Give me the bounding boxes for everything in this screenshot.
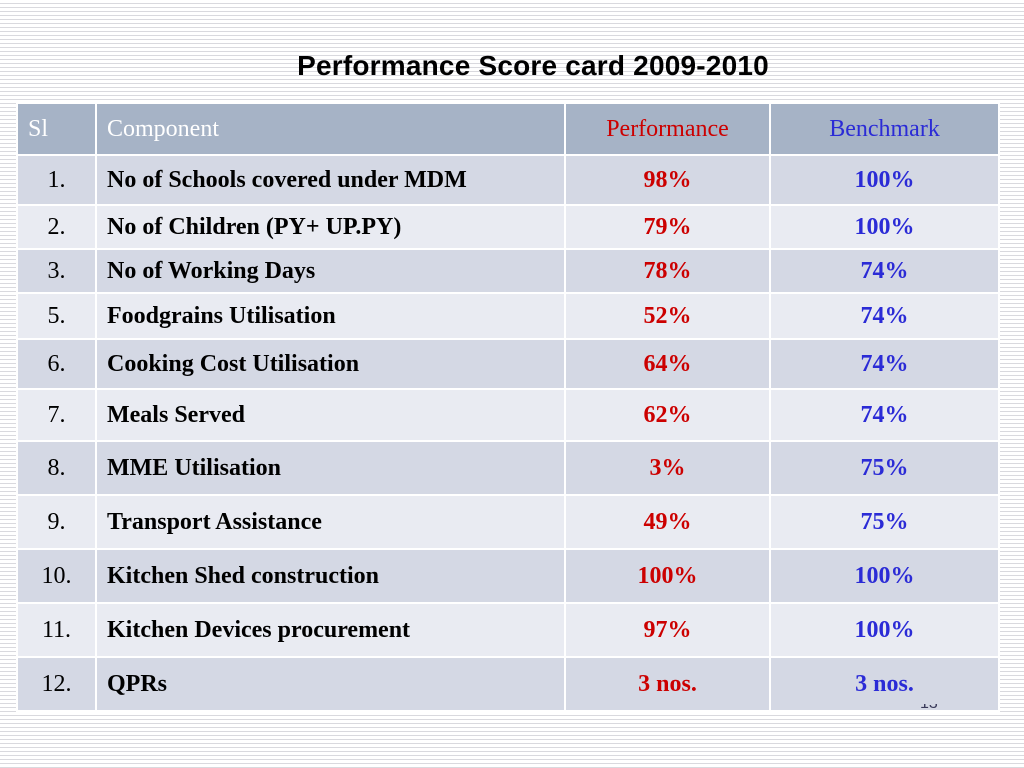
- row-performance: 79%: [564, 204, 771, 250]
- row-component: Foodgrains Utilisation: [95, 292, 566, 340]
- row-performance: 97%: [564, 602, 771, 658]
- table-row: 10. Kitchen Shed construction 100% 100%: [16, 548, 1000, 604]
- row-benchmark: 74%: [769, 338, 1000, 390]
- row-serial: 2.: [16, 204, 97, 250]
- row-benchmark: 100%: [769, 548, 1000, 604]
- row-component: No of Schools covered under MDM: [95, 154, 566, 206]
- row-component: MME Utilisation: [95, 440, 566, 496]
- row-serial: 12.: [16, 656, 97, 712]
- row-component: Kitchen Shed construction: [95, 548, 566, 604]
- row-benchmark: 100%: [769, 154, 1000, 206]
- table-row: 5. Foodgrains Utilisation 52% 74%: [16, 292, 1000, 340]
- row-performance: 52%: [564, 292, 771, 340]
- column-header-performance: Performance: [564, 102, 771, 156]
- row-performance: 49%: [564, 494, 771, 550]
- column-header-sl: Sl: [16, 102, 97, 156]
- row-benchmark: 75%: [769, 440, 1000, 496]
- row-component: Transport Assistance: [95, 494, 566, 550]
- table-row: 11. Kitchen Devices procurement 97% 100%: [16, 602, 1000, 658]
- slide-number: 13: [920, 704, 950, 720]
- row-serial: 5.: [16, 292, 97, 340]
- row-benchmark: 74%: [769, 248, 1000, 294]
- column-header-benchmark: Benchmark: [769, 102, 1000, 156]
- row-serial: 3.: [16, 248, 97, 294]
- row-performance: 62%: [564, 388, 771, 442]
- row-component: Cooking Cost Utilisation: [95, 338, 566, 390]
- row-serial: 1.: [16, 154, 97, 206]
- table-row: 8. MME Utilisation 3% 75%: [16, 440, 1000, 496]
- row-performance: 100%: [564, 548, 771, 604]
- table-header-row: Sl Component Performance Benchmark: [16, 102, 1000, 156]
- table-row: 12. QPRs 3 nos. 3 nos.: [16, 656, 1000, 712]
- table-row: 3. No of Working Days 78% 74%: [16, 248, 1000, 294]
- table-row: 1. No of Schools covered under MDM 98% 1…: [16, 154, 1000, 206]
- row-benchmark: 75%: [769, 494, 1000, 550]
- row-performance: 3%: [564, 440, 771, 496]
- row-serial: 6.: [16, 338, 97, 390]
- row-benchmark: 100%: [769, 602, 1000, 658]
- row-performance: 3 nos.: [564, 656, 771, 712]
- column-header-component: Component: [95, 102, 566, 156]
- row-benchmark: 3 nos.: [769, 656, 1000, 712]
- table-row: 7. Meals Served 62% 74%: [16, 388, 1000, 442]
- score-card-table: Sl Component Performance Benchmark 1. No…: [16, 102, 1000, 712]
- row-component: Kitchen Devices procurement: [95, 602, 566, 658]
- row-performance: 64%: [564, 338, 771, 390]
- row-benchmark: 74%: [769, 388, 1000, 442]
- row-performance: 78%: [564, 248, 771, 294]
- row-component: Meals Served: [95, 388, 566, 442]
- row-serial: 11.: [16, 602, 97, 658]
- row-serial: 10.: [16, 548, 97, 604]
- table-row: 9. Transport Assistance 49% 75%: [16, 494, 1000, 550]
- row-performance: 98%: [564, 154, 771, 206]
- table-row: 2. No of Children (PY+ UP.PY) 79% 100%: [16, 204, 1000, 250]
- row-benchmark: 100%: [769, 204, 1000, 250]
- row-benchmark: 74%: [769, 292, 1000, 340]
- table-row: 6. Cooking Cost Utilisation 64% 74%: [16, 338, 1000, 390]
- row-component: QPRs: [95, 656, 566, 712]
- page-title: Performance Score card 2009-2010: [297, 50, 769, 81]
- row-serial: 8.: [16, 440, 97, 496]
- row-component: No of Working Days: [95, 248, 566, 294]
- row-serial: 7.: [16, 388, 97, 442]
- row-serial: 9.: [16, 494, 97, 550]
- row-component: No of Children (PY+ UP.PY): [95, 204, 566, 250]
